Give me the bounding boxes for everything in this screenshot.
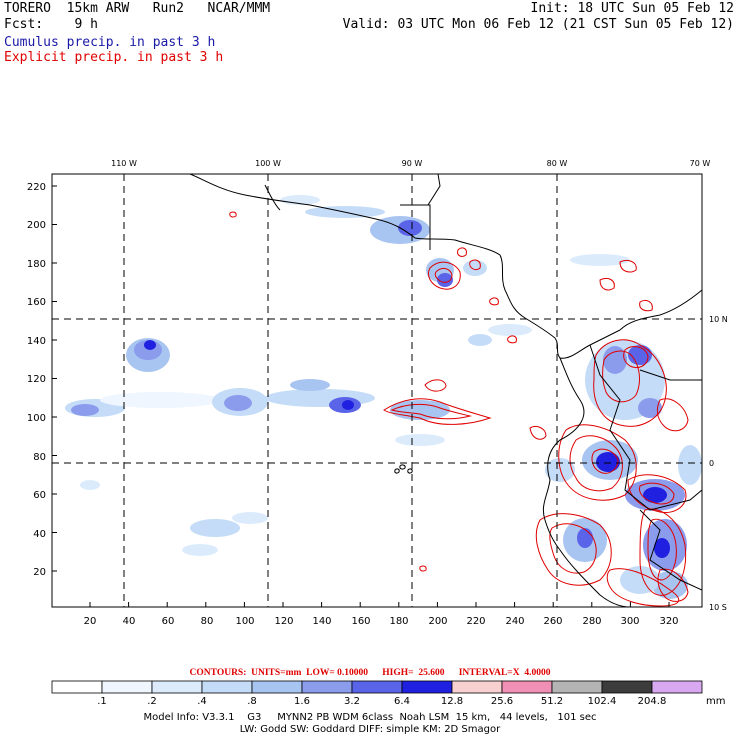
lon-label-80w: 80 W bbox=[547, 159, 568, 168]
y-tick-label: 200 bbox=[27, 220, 46, 231]
colorbar-swatch bbox=[201, 680, 253, 694]
plot-frame bbox=[51, 173, 703, 608]
y-tick-label: 140 bbox=[27, 336, 46, 347]
lat-lon-grid bbox=[52, 174, 702, 607]
colorbar-label: 51.2 bbox=[541, 696, 563, 707]
y-tick-marks bbox=[52, 185, 57, 572]
y-tick-label: 20 bbox=[33, 567, 46, 578]
lon-label-70w: 70 W bbox=[690, 159, 711, 168]
cumulus-legend: Cumulus precip. in past 3 h bbox=[4, 35, 216, 50]
colorbar-label: 1.6 bbox=[294, 696, 310, 707]
x-tick-label: 180 bbox=[389, 616, 408, 627]
colorbar-label: 12.8 bbox=[441, 696, 463, 707]
colorbar-swatch bbox=[501, 680, 553, 694]
model-title: TORERO 15km ARW Run2 NCAR/MMM bbox=[4, 1, 271, 16]
colorbar-swatch bbox=[51, 680, 103, 694]
y-axis-labels: 20 40 60 80 100 120 140 160 180 200 220 bbox=[27, 182, 46, 578]
x-tick-label: 120 bbox=[274, 616, 293, 627]
x-tick-label: 140 bbox=[312, 616, 331, 627]
colorbar-label: .4 bbox=[197, 696, 207, 707]
x-tick-label: 240 bbox=[505, 616, 524, 627]
lon-label-90w: 90 W bbox=[402, 159, 423, 168]
x-tick-label: 280 bbox=[582, 616, 601, 627]
colorbar-label: .1 bbox=[97, 696, 107, 707]
y-tick-label: 80 bbox=[33, 452, 46, 463]
colorbar-swatch bbox=[451, 680, 503, 694]
x-tick-label: 160 bbox=[351, 616, 370, 627]
colorbar-label: 6.4 bbox=[394, 696, 410, 707]
precip-fill-layer bbox=[65, 195, 702, 599]
model-info: Model Info: V3.3.1 G3 MYNN2 PB WDM 6clas… bbox=[143, 712, 597, 723]
explicit-precip-contours bbox=[229, 211, 689, 607]
y-tick-label: 160 bbox=[27, 297, 46, 308]
y-tick-label: 40 bbox=[33, 529, 46, 540]
lat-label-10s: 10 S bbox=[709, 603, 727, 612]
y-tick-label: 180 bbox=[27, 259, 46, 270]
colorbar-label: .2 bbox=[147, 696, 157, 707]
x-tick-marks bbox=[89, 602, 670, 607]
x-tick-label: 220 bbox=[466, 616, 485, 627]
x-tick-label: 320 bbox=[659, 616, 678, 627]
x-tick-label: 200 bbox=[428, 616, 447, 627]
colorbar-swatch bbox=[601, 680, 653, 694]
x-tick-label: 260 bbox=[543, 616, 562, 627]
coastlines bbox=[189, 174, 702, 607]
colorbar-swatch bbox=[401, 680, 453, 694]
init-time: Init: 18 UTC Sun 05 Feb 12 bbox=[530, 1, 735, 16]
x-tick-label: 100 bbox=[235, 616, 254, 627]
y-tick-label: 100 bbox=[27, 413, 46, 424]
x-tick-label: 80 bbox=[201, 616, 214, 627]
colorbar-label: 25.6 bbox=[491, 696, 513, 707]
x-tick-label: 40 bbox=[123, 616, 136, 627]
colorbar-label: 3.2 bbox=[344, 696, 360, 707]
contour-info: CONTOURS: UNITS=mm LOW= 0.10000 HIGH= 25… bbox=[189, 668, 551, 678]
y-tick-label: 120 bbox=[27, 374, 46, 385]
explicit-legend: Explicit precip. in past 3 h bbox=[4, 50, 224, 65]
physics-info: LW: Godd SW: Goddard DIFF: simple KM: 2D… bbox=[239, 724, 501, 735]
x-tick-label: 20 bbox=[84, 616, 97, 627]
lat-label-10n: 10 N bbox=[709, 315, 728, 324]
y-tick-label: 220 bbox=[27, 182, 46, 193]
x-tick-label: 300 bbox=[620, 616, 639, 627]
valid-time: Valid: 03 UTC Mon 06 Feb 12 (21 CST Sun … bbox=[342, 17, 734, 32]
lon-label-100w: 100 W bbox=[255, 159, 281, 168]
colorbar-label: .8 bbox=[247, 696, 257, 707]
colorbar-unit: mm bbox=[706, 696, 725, 707]
colorbar-swatch bbox=[301, 680, 353, 694]
colorbar-swatch bbox=[151, 680, 203, 694]
colorbar-swatch bbox=[351, 680, 403, 694]
colorbar-swatch bbox=[251, 680, 303, 694]
colorbar-label: 102.4 bbox=[588, 696, 617, 707]
lon-label-110w: 110 W bbox=[111, 159, 137, 168]
colorbar-label: 204.8 bbox=[638, 696, 667, 707]
lat-label-0: 0 bbox=[709, 459, 714, 468]
forecast-hour: Fcst: 9 h bbox=[4, 17, 98, 32]
colorbar-swatch bbox=[551, 680, 603, 694]
y-tick-label: 60 bbox=[33, 490, 46, 501]
colorbar-labels: .1 .2 .4 .8 1.6 3.2 6.4 12.8 25.6 51.2 1… bbox=[97, 696, 725, 707]
x-axis-labels: 20 40 60 80 100 120 140 160 180 200 220 … bbox=[84, 616, 679, 627]
x-tick-label: 60 bbox=[162, 616, 175, 627]
longitude-labels: 110 W 100 W 90 W 80 W 70 W bbox=[111, 159, 710, 168]
colorbar-swatch bbox=[101, 680, 153, 694]
colorbar bbox=[51, 680, 703, 694]
latitude-labels: 10 N 0 10 S bbox=[709, 315, 728, 612]
colorbar-swatch bbox=[651, 680, 703, 694]
